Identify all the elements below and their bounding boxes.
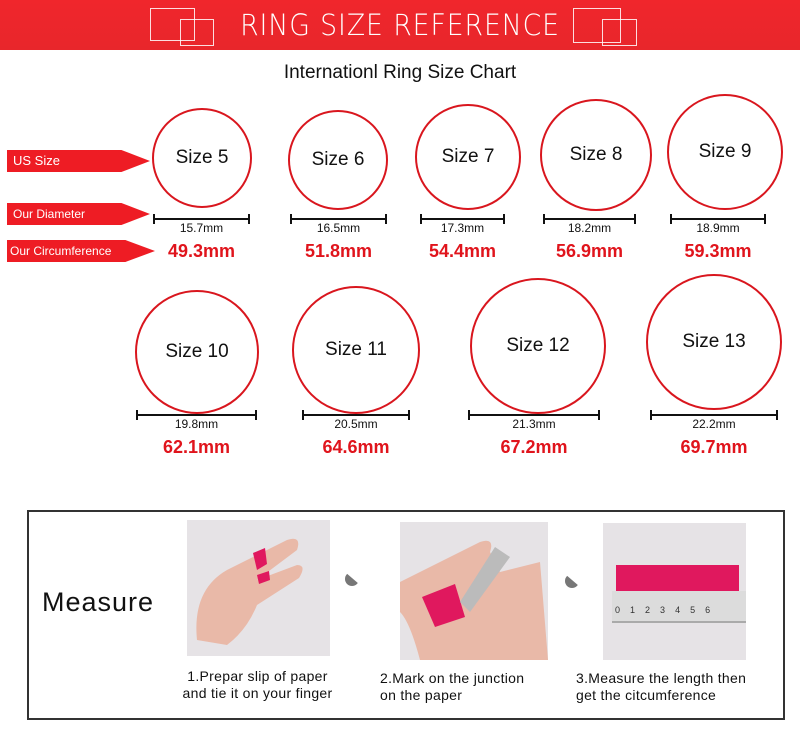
ring-size-label: Size 11 [325,339,387,360]
ruler-tick-label: 5 [690,605,696,615]
caption-line: get the citcumference [576,687,717,703]
paper-strip [616,565,739,591]
diameter-bar [290,214,387,224]
ring-circle: Size 6 [288,110,388,210]
step1-caption: 1.Prepar slip of paper and tie it on your… [165,668,350,702]
arrow-right-icon [345,572,359,596]
ring-size-label: Size 6 [311,149,365,170]
circumference-value: 64.6mm [322,437,390,457]
diameter-value: 21.3mm [512,417,556,431]
diameter-bar [650,410,778,420]
ring-size-label: Size 10 [165,341,229,362]
caption-line: 1.Prepar slip of paper [187,668,328,684]
diameter-bar [136,410,257,420]
caption-line: 3.Measure the length then [576,670,747,686]
circumference-value: 62.1mm [162,437,231,457]
hand-illustration [196,538,303,645]
step1-photo [187,520,330,656]
square-decoration [602,19,637,46]
ruler-tick-label: 1 [630,605,636,615]
ring-size-label: Size 5 [175,147,229,168]
circumference-value: 54.4mm [428,241,497,261]
circumference-value: 59.3mm [684,241,752,261]
square-decoration [180,19,214,46]
diameter-value: 17.3mm [440,221,485,235]
square-decoration [150,8,195,41]
circumference-value: 51.8mm [304,241,373,261]
circumference-value: 67.2mm [500,437,568,457]
chart-subtitle: Internationl Ring Size Chart [283,62,517,83]
caption-line: 2.Mark on the junction [380,670,525,686]
circumference-value: 69.7mm [680,437,748,457]
step2-caption: 2.Mark on the junction on the paper [380,670,570,704]
label-us-size: US Size [7,150,150,172]
diameter-bar [670,214,766,224]
diameter-bar [420,214,505,224]
circumference-value: 56.9mm [555,241,624,261]
diameter-bar [153,214,250,224]
diameter-bar [302,410,410,420]
ruler-tick-label: 4 [675,605,681,615]
diameter-value: 18.2mm [567,221,612,235]
banner-title: RING SIZE REFERENCE [240,8,560,42]
diameter-bar [543,214,636,224]
measure-title: Measure [42,587,155,617]
ruler-tick-label: 2 [645,605,651,615]
ruler-tick-label: 3 [660,605,666,615]
ring-circle: Size 8 [540,99,652,211]
step2-photo [400,522,548,660]
ring-size-label: Size 8 [569,144,623,165]
step3-caption: 3.Measure the length then get the citcumf… [576,670,786,704]
arrow-right-icon [565,574,579,598]
circumference-value: 49.3mm [167,241,236,261]
ring-circle: Size 7 [415,104,521,210]
ring-circle: Size 5 [152,108,252,208]
ring-size-label: Size 7 [441,146,495,167]
diameter-value: 15.7mm [179,221,224,235]
ruler-tick-label: 6 [705,605,711,615]
measure-section [27,510,785,720]
ruler-tick-label: 0 [615,605,621,615]
header-banner: RING SIZE REFERENCE [0,0,800,50]
caption-line: and tie it on your finger [182,685,333,701]
diameter-value: 16.5mm [316,221,361,235]
diameter-value: 22.2mm [692,417,736,431]
ring-size-label: Size 13 [682,331,746,352]
caption-line: on the paper [380,687,463,703]
ring-size-label: Size 9 [698,141,752,162]
diameter-value: 18.9mm [696,221,740,235]
diameter-bar [468,410,600,420]
diameter-value: 19.8mm [174,417,219,431]
square-decoration [573,8,621,43]
ring-circle: Size 9 [667,94,783,210]
ring-circle: Size 13 [646,274,782,410]
ring-circle: Size 12 [470,278,606,414]
diameter-value: 20.5mm [334,417,378,431]
label-circumference: Our Circumference [7,240,155,262]
ring-circle: Size 10 [135,290,259,414]
hand-marking-illustration [400,540,548,660]
ring-circle: Size 11 [292,286,420,414]
label-diameter: Our Diameter [7,203,150,225]
ring-size-label: Size 12 [506,335,570,356]
